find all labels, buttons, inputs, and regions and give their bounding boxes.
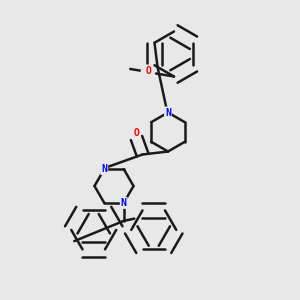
Text: N: N bbox=[101, 164, 107, 174]
Text: O: O bbox=[146, 65, 152, 76]
Text: O: O bbox=[134, 128, 140, 139]
Text: N: N bbox=[165, 107, 171, 118]
Text: N: N bbox=[121, 198, 127, 208]
